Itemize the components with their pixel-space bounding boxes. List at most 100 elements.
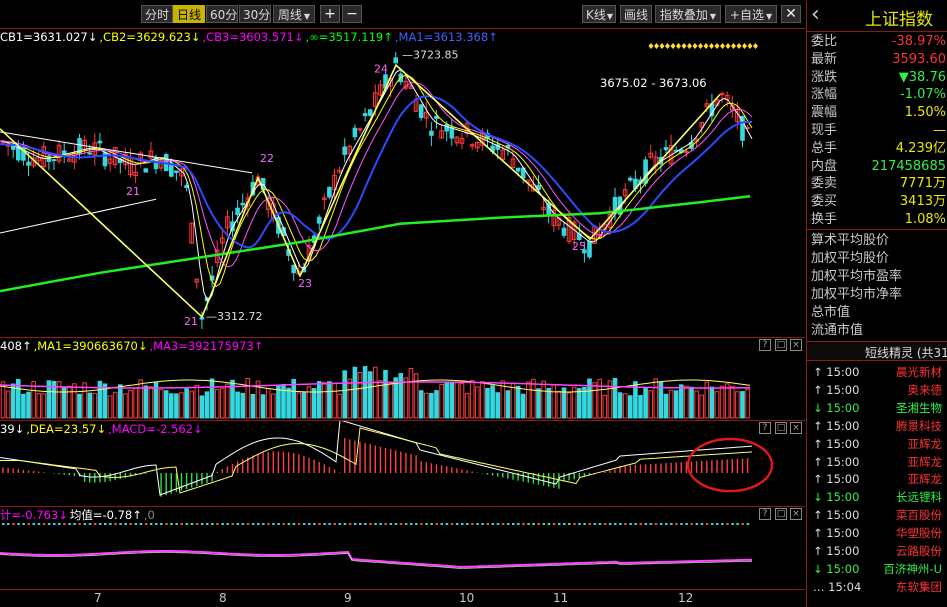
- info-item[interactable]: 总市值: [811, 305, 851, 320]
- volume-bar: [617, 392, 623, 419]
- kline-chart[interactable]: 21 22 23 24 25 21 —3723.85 —3312.72 3675.02 - 36…: [0, 29, 805, 337]
- trend-line: [0, 131, 253, 174]
- add-watch-label: +自选: [729, 8, 764, 22]
- panel-close-icon[interactable]: ×: [790, 508, 802, 520]
- sprite-item[interactable]: ↑ 15:00 亚辉龙: [807, 435, 947, 453]
- candle-body: [622, 189, 628, 197]
- sprite-item[interactable]: ↑ 15:00 亚辉龙: [807, 470, 947, 488]
- oscillator-chart[interactable]: [0, 507, 805, 589]
- indicator-value: ,CB2=3629.623↓: [99, 30, 201, 44]
- quote-label: 委买: [811, 194, 838, 210]
- oscillator-dot: [12, 523, 15, 525]
- signal-diamond: [681, 43, 687, 49]
- sprite-item[interactable]: ↑ 15:00 奥来德: [807, 381, 947, 399]
- quote-row: 震幅 1.50%: [811, 104, 946, 122]
- candle-body: [357, 128, 363, 131]
- signal-diamond: [753, 43, 758, 49]
- quote-row: 总手 4.239亿: [811, 140, 946, 158]
- zoom-in-button[interactable]: +: [320, 5, 340, 23]
- info-item[interactable]: 加权平均股价: [811, 251, 890, 266]
- quote-row: 最新 3593.60: [811, 51, 946, 69]
- sprite-time: ↑ 15:00: [813, 526, 860, 541]
- oscillator-dot: [318, 523, 321, 525]
- sprite-item[interactable]: … 15:04 东软集团: [807, 578, 947, 596]
- oscillator-dot: [680, 523, 683, 525]
- index-title: 上证指数: [865, 10, 933, 30]
- info-item[interactable]: 加权平均市净率: [811, 287, 903, 302]
- sprite-item[interactable]: ↑ 15:00 亚辉龙: [807, 453, 947, 471]
- volume-bar: [475, 386, 480, 419]
- date-axis: 7 8 9 10 11 12: [0, 589, 805, 607]
- volume-bar: [143, 385, 149, 419]
- volume-bar: [735, 391, 740, 419]
- oscillator-dot: [241, 523, 245, 525]
- candle-body: [459, 137, 465, 144]
- panel-maximize-icon[interactable]: □: [775, 422, 787, 434]
- volume-bar: [72, 383, 77, 419]
- zoom-out-button[interactable]: −: [342, 5, 362, 23]
- panel-maximize-icon[interactable]: □: [775, 339, 787, 351]
- signal-diamond: [676, 43, 681, 49]
- sprite-item[interactable]: ↑ 15:00 菜百股份: [807, 506, 947, 524]
- period-intraday-button[interactable]: 分时: [141, 5, 173, 23]
- volume-bar: [174, 393, 179, 419]
- info-item[interactable]: 加权平均市盈率: [811, 269, 903, 284]
- ma-green-line: [0, 194, 751, 293]
- collapse-panel-button[interactable]: ✕: [781, 5, 801, 23]
- volume-bar: [648, 390, 654, 419]
- candle-body: [663, 147, 669, 151]
- candle-body: [189, 222, 194, 244]
- period-weekly-button[interactable]: 周线 ▼: [273, 5, 315, 23]
- back-arrow-icon[interactable]: ‹: [811, 2, 820, 27]
- candle-body: [107, 158, 113, 164]
- info-item[interactable]: 算术平均股价: [811, 233, 890, 248]
- volume-bar: [612, 377, 618, 419]
- sprite-item[interactable]: ↑ 15:00 晨光新材: [807, 363, 947, 381]
- panel-close-icon[interactable]: ×: [790, 422, 802, 434]
- candle-body: [510, 158, 516, 169]
- sprite-item[interactable]: ↓ 15:00 圣湘生物: [807, 399, 947, 417]
- sprite-item[interactable]: ↑ 15:00 腾景科技: [807, 417, 947, 435]
- volume-chart[interactable]: [0, 338, 805, 420]
- candle-body: [740, 115, 745, 141]
- panel-help-icon[interactable]: ?: [759, 339, 771, 351]
- candle-body: [26, 161, 31, 166]
- panel-help-icon[interactable]: ?: [759, 508, 771, 520]
- add-watch-button[interactable]: +自选 ▼: [725, 5, 777, 23]
- macd-chart[interactable]: [0, 421, 805, 506]
- kline-type-button[interactable]: K线▼: [582, 5, 616, 23]
- sprite-item[interactable]: ↓ 15:00 百济神州-U: [807, 560, 947, 578]
- period-daily-button[interactable]: 日线: [173, 5, 205, 23]
- drawing-button[interactable]: 画线: [620, 5, 652, 23]
- volume-bar: [469, 380, 475, 419]
- period-30min-button[interactable]: 30分: [239, 5, 271, 23]
- panel-maximize-icon[interactable]: □: [775, 508, 787, 520]
- index-overlay-button[interactable]: 指数叠加 ▼: [655, 5, 721, 23]
- oscillator-dot: [333, 523, 336, 525]
- panel-help-icon[interactable]: ?: [759, 422, 771, 434]
- sprite-item[interactable]: ↓ 15:00 长远锂科: [807, 488, 947, 506]
- volume-bar: [255, 380, 261, 419]
- sprite-item[interactable]: ↑ 15:00 华塑股份: [807, 524, 947, 542]
- sprite-time: ↑ 15:00: [813, 454, 860, 469]
- quote-header: ‹ 上证指数: [807, 0, 947, 32]
- panel-close-icon[interactable]: ×: [790, 339, 802, 351]
- volume-bar: [36, 393, 42, 419]
- indicator-value: ,∞=3517.119↑: [305, 30, 393, 44]
- axis-month-label: 7: [94, 591, 102, 605]
- close-icon: ✕: [785, 6, 797, 22]
- volume-bar: [301, 392, 307, 419]
- candle-body: [87, 152, 93, 155]
- oscillator-dot: [675, 523, 678, 525]
- volume-bar: [286, 387, 291, 419]
- sprite-time: ↓ 15:00: [813, 490, 860, 505]
- info-item[interactable]: 流通市值: [811, 323, 864, 338]
- volume-bar: [531, 378, 536, 419]
- candle-body: [51, 159, 57, 162]
- oscillator-dot: [313, 523, 316, 525]
- signal-diamond: [714, 43, 720, 49]
- sprite-item[interactable]: ↑ 15:00 云路股份: [807, 542, 947, 560]
- volume-bar: [250, 394, 256, 419]
- period-60min-button[interactable]: 60分: [206, 5, 238, 23]
- volume-bar: [87, 392, 93, 419]
